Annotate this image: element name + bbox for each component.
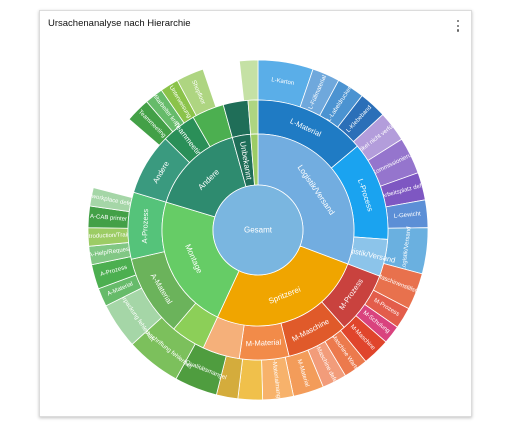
ring3-label-16: M-Materialmangel [270, 355, 282, 403]
root-segment[interactable] [212, 184, 304, 276]
ring3-label-8: Logistik/Versand [401, 226, 412, 270]
ring3-label-25: A-Introduction/Training [78, 232, 139, 240]
ring2-label-5: M-Material [246, 338, 282, 349]
ring3-label-0: L-Karton [271, 77, 295, 87]
chart-title: Ursachenanalyse nach Hierarchie [48, 18, 191, 29]
ring3-label-26: A-CAB printer [90, 214, 127, 223]
sunburst-chart: L-Karton L-FüllmaterialL-LabeldruckerL-Kl… [78, 59, 430, 403]
ring2-label-9: A-Prozess [140, 208, 150, 243]
ring3-segment-34-unlabeled[interactable] [238, 59, 259, 102]
more-vertical-icon[interactable] [453, 20, 463, 36]
ring3-label-7: L-Gewicht [394, 211, 422, 220]
root-label: Gesamt [244, 226, 273, 235]
chart-card: Ursachenanalyse nach Hierarchie L-Karton… [39, 10, 472, 417]
